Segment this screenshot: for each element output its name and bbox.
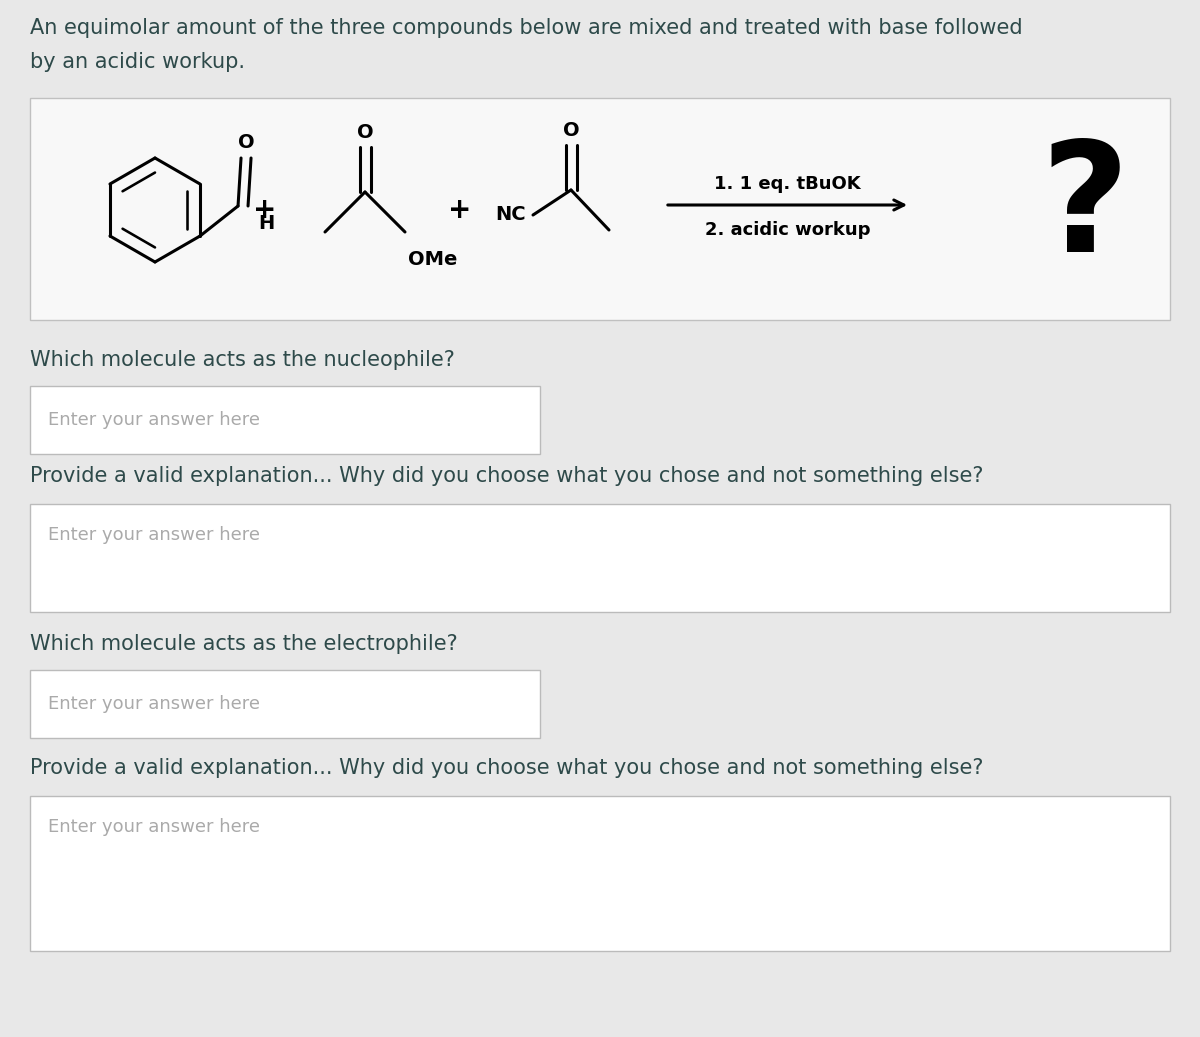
- Text: O: O: [238, 133, 254, 152]
- Text: NC: NC: [496, 205, 526, 224]
- Text: Enter your answer here: Enter your answer here: [48, 818, 260, 836]
- Text: Which molecule acts as the electrophile?: Which molecule acts as the electrophile?: [30, 634, 457, 654]
- Bar: [30, 386, 540, 454]
- Text: Provide a valid explanation... Why did you choose what you chose and not somethi: Provide a valid explanation... Why did y…: [30, 466, 984, 486]
- Text: Which molecule acts as the nucleophile?: Which molecule acts as the nucleophile?: [30, 351, 455, 370]
- Text: Enter your answer here: Enter your answer here: [48, 411, 260, 429]
- Text: by an acidic workup.: by an acidic workup.: [30, 52, 245, 72]
- Text: Provide a valid explanation... Why did you choose what you chose and not somethi: Provide a valid explanation... Why did y…: [30, 758, 984, 778]
- Bar: [30, 796, 1170, 951]
- Text: +: +: [253, 196, 277, 224]
- Text: 1. 1 eq. tBuOK: 1. 1 eq. tBuOK: [714, 175, 860, 193]
- Text: Enter your answer here: Enter your answer here: [48, 526, 260, 544]
- Text: An equimolar amount of the three compounds below are mixed and treated with base: An equimolar amount of the three compoun…: [30, 18, 1022, 38]
- Text: 2. acidic workup: 2. acidic workup: [704, 221, 870, 239]
- Text: O: O: [356, 123, 373, 142]
- Bar: [30, 99, 1170, 320]
- Text: +: +: [449, 196, 472, 224]
- Text: ?: ?: [1040, 136, 1129, 284]
- Text: H: H: [258, 214, 275, 233]
- Bar: [30, 504, 1170, 612]
- Text: O: O: [563, 121, 580, 140]
- Bar: [30, 670, 540, 738]
- Text: OMe: OMe: [408, 250, 457, 269]
- Text: Enter your answer here: Enter your answer here: [48, 695, 260, 713]
